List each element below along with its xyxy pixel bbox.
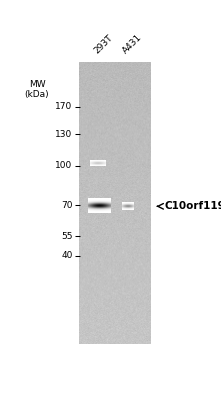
Text: 130: 130	[55, 130, 73, 139]
Text: 100: 100	[55, 162, 73, 170]
Text: 293T: 293T	[92, 34, 115, 56]
Text: C10orf119: C10orf119	[165, 201, 221, 211]
Text: 40: 40	[61, 252, 73, 260]
Text: MW
(kDa): MW (kDa)	[25, 80, 49, 99]
Text: 70: 70	[61, 200, 73, 210]
Text: A431: A431	[122, 33, 144, 56]
Text: 55: 55	[61, 232, 73, 241]
Text: 170: 170	[55, 102, 73, 111]
